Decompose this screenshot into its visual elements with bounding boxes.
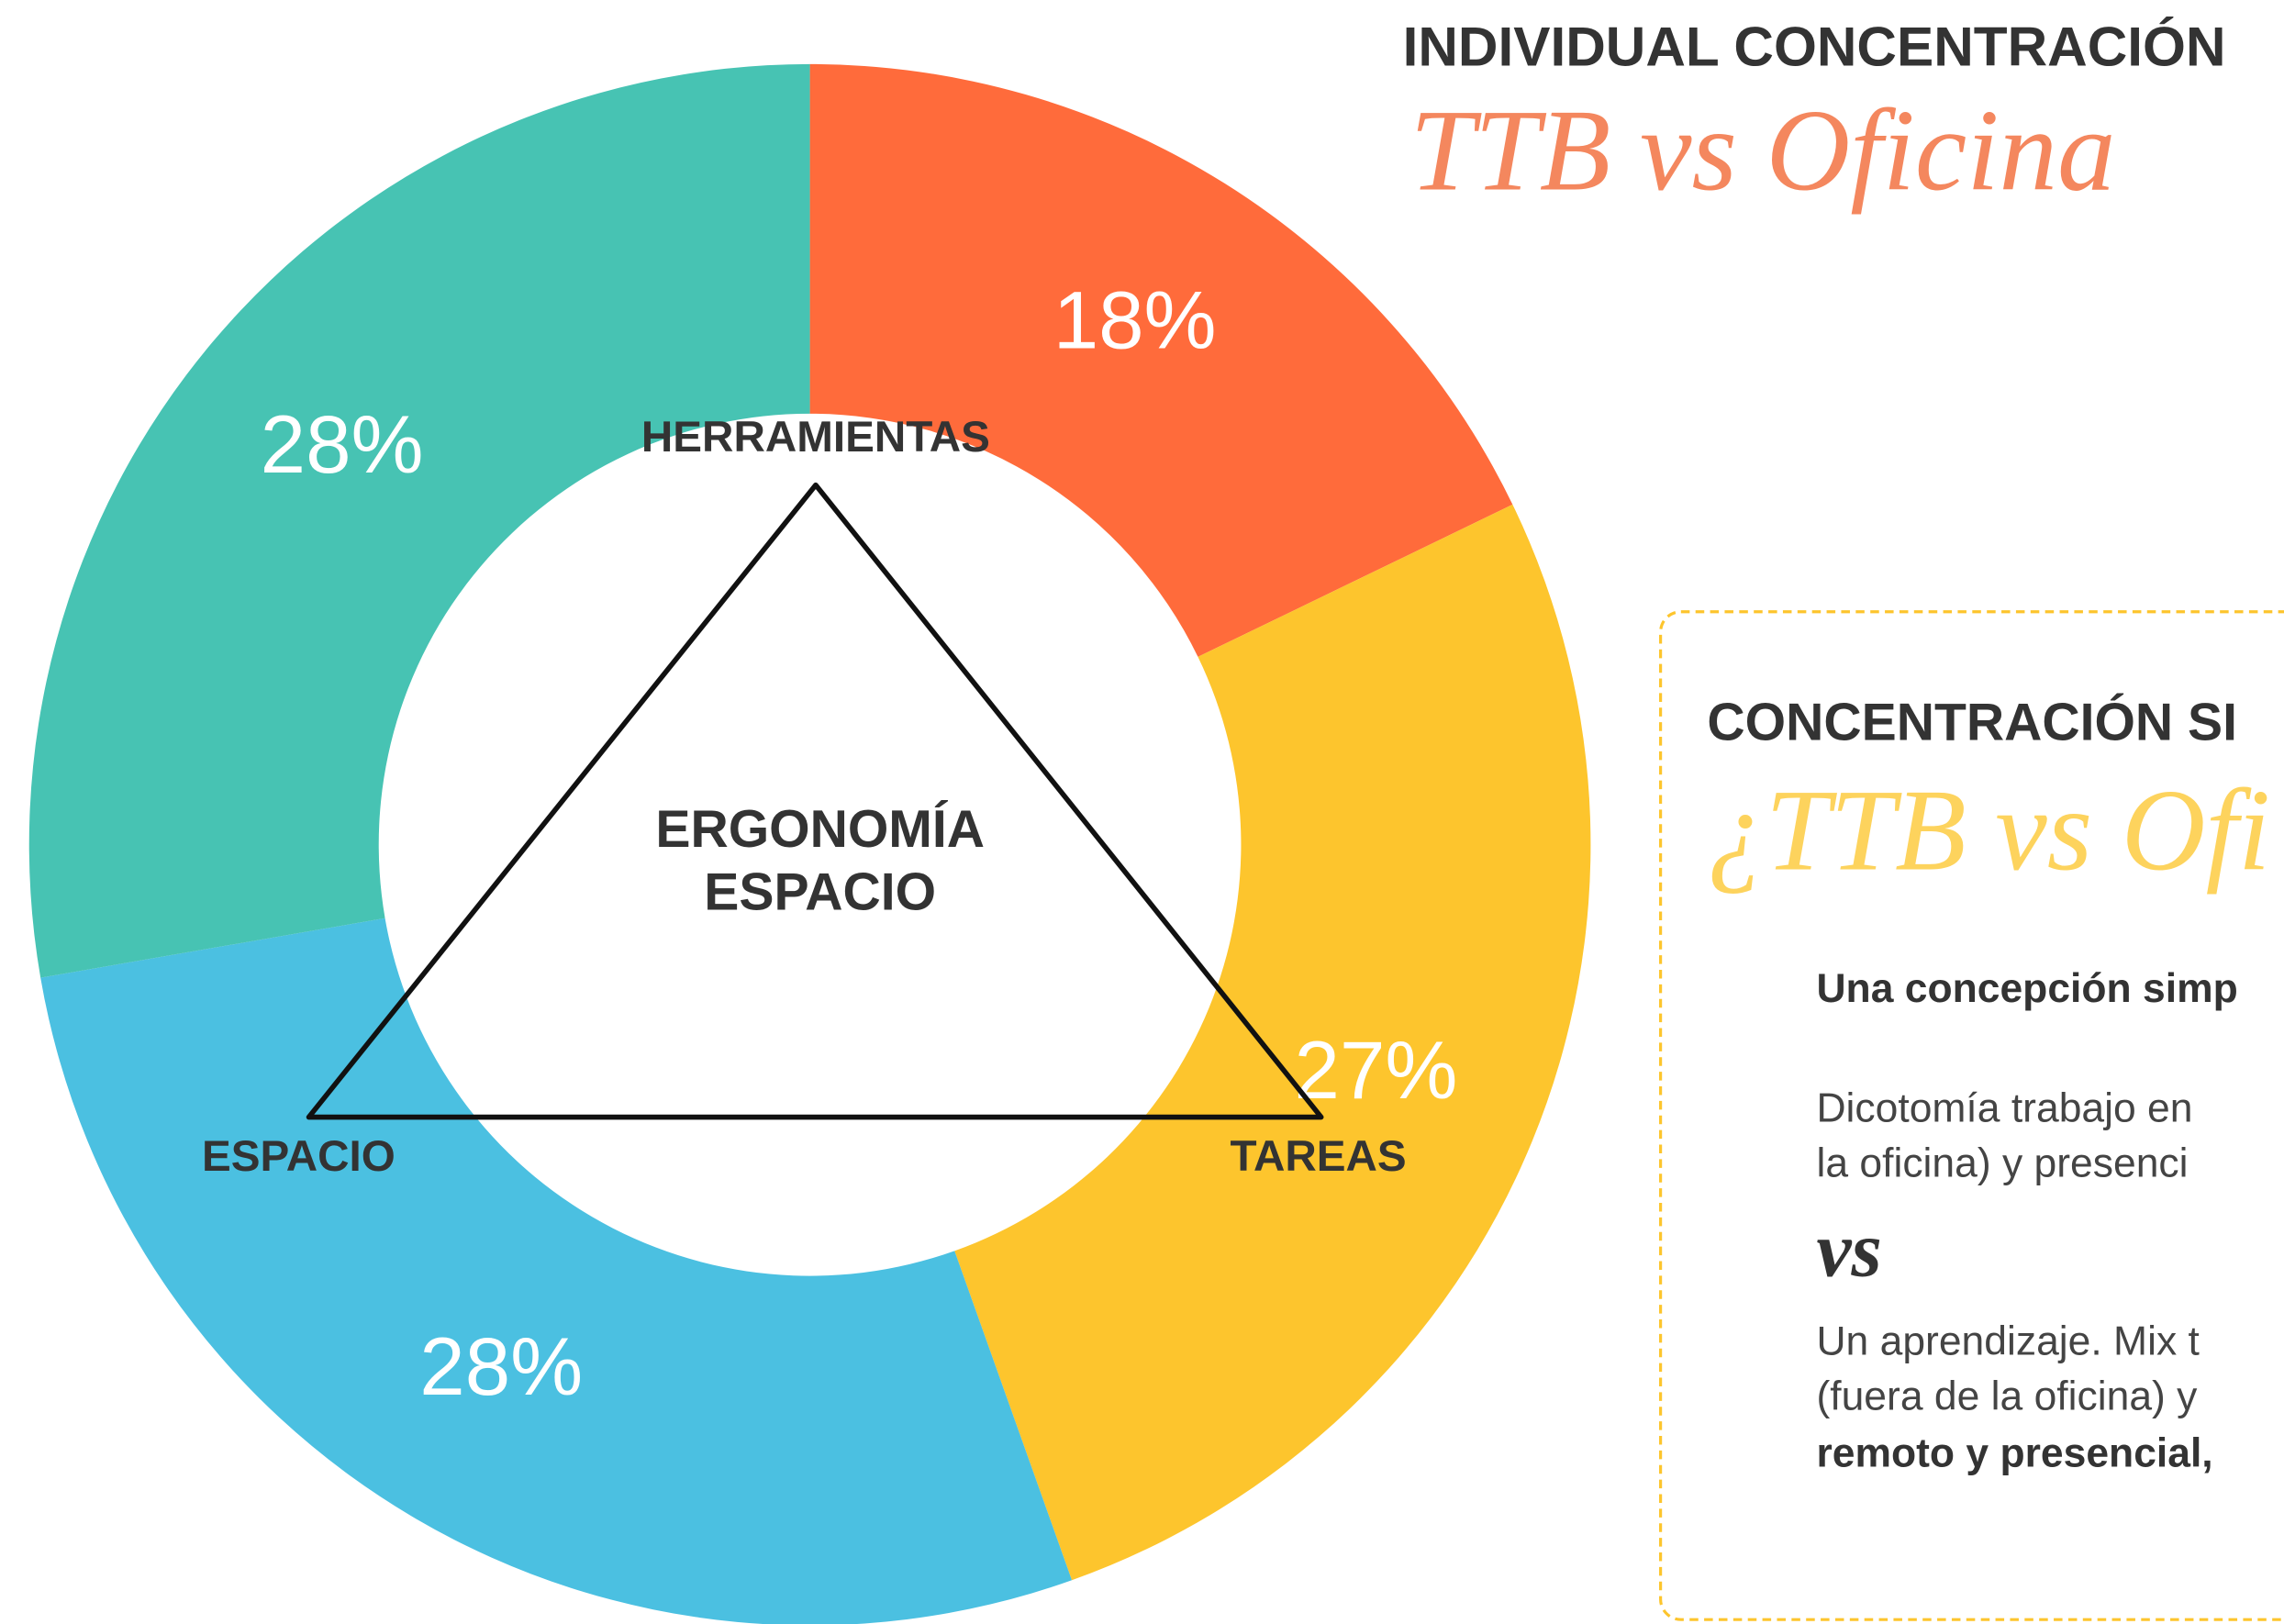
donut-segment: [40, 918, 1073, 1624]
data-label: 27%: [1295, 1025, 1458, 1116]
donut: 18% 27% 28% 28%: [28, 63, 1591, 1624]
panel-text: Dicotomía trabajo en: [1816, 1085, 2192, 1130]
annotation: ERGONOMÍA: [655, 800, 985, 859]
panel-lead: Una concepción simp: [1816, 966, 2237, 1011]
panel-text: Un aprendizaje. Mix t: [1816, 1318, 2200, 1363]
panel-text: (fuera de la oficina) y: [1816, 1374, 2198, 1419]
annotation: ESPACIO: [704, 862, 936, 921]
annotation: ESPACIO: [202, 1132, 396, 1181]
donut-segment: [809, 63, 1513, 657]
chart-title: INDIVIDUAL CONCENTRACIÓN: [1403, 15, 2226, 77]
chart-subtitle: TTB vs Oficina: [1410, 86, 2116, 215]
panel-heading: CONCENTRACIÓN SI: [1707, 693, 2237, 751]
triangle: [306, 482, 1324, 1120]
donut-segment: [28, 63, 810, 978]
annotation: TAREAS: [1230, 1132, 1406, 1181]
data-label: 28%: [419, 1321, 583, 1412]
data-label: 28%: [261, 399, 424, 490]
panel-box: [1659, 610, 2284, 1621]
panel-subheading: ¿TTB vs Ofi: [1707, 767, 2270, 895]
annotation: HERRAMIENTAS: [641, 413, 990, 462]
donut-segment: [954, 504, 1591, 1581]
data-label: 18%: [1053, 274, 1217, 365]
panel-vs: vs: [1816, 1207, 1881, 1294]
panel-text: remoto y presencial,: [1816, 1431, 2212, 1476]
panel-text: la oficina) y presenci: [1816, 1141, 2188, 1186]
